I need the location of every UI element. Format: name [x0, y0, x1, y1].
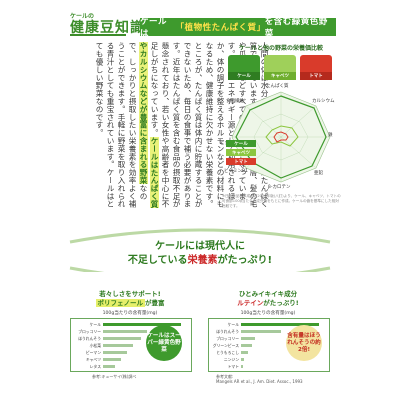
bar-label: ケール — [89, 321, 101, 327]
bar-label: ピーマン — [85, 349, 101, 355]
divider-swoosh — [69, 228, 331, 272]
axis-label: 鉄 — [328, 133, 333, 138]
middle-headline: ケールには現代人に 不足している栄養素がたっぷり! — [118, 240, 282, 268]
bar — [241, 329, 281, 334]
bar — [241, 343, 252, 348]
lutein-callout: 含有量はほうれんそうの約2倍! — [286, 325, 322, 361]
caption-part: がたっぷり! — [263, 299, 299, 307]
axis-label: 食物繊維 — [226, 99, 244, 104]
chart-title: ケールと他の野菜の栄養価比較 — [238, 45, 323, 52]
veg-label: ケール — [228, 72, 260, 80]
bar — [103, 357, 121, 362]
right-panel-caption: ひとみイキイキ成分 ルテインがたっぷり! — [208, 290, 328, 308]
caption-line: 若々しさをサポート! — [99, 290, 161, 298]
radar-spokes — [232, 92, 330, 182]
caption-part: が豊富 — [145, 299, 165, 307]
bar — [241, 357, 244, 362]
bar-chart-title: 100g当たりの含有量(mg) — [102, 311, 158, 316]
headline-emphasis: 栄養素 — [187, 255, 218, 266]
axis-label: β-カロテン — [268, 185, 291, 190]
axis-label: ビタミンB1 — [224, 169, 248, 174]
headline-part: を含む緑黄色野菜 — [264, 17, 328, 39]
paragraph: なので、しっかりと摂取したい栄養素を効率よく補うことができます。手軽に野菜を取り… — [95, 42, 148, 208]
bar-label: ケール — [227, 321, 239, 327]
veg-label: キャベツ — [264, 72, 296, 80]
chart-legend: ケール キャベツ トマト — [226, 140, 256, 167]
radar-chart: たんぱく質 カルシウム 鉄 亜鉛 β-カロテン ビタミンB1 ビタミンC 食物繊… — [220, 82, 340, 192]
reference-note: 参考:キューサイ(株)調べ — [92, 374, 137, 379]
reference-line: Mangels AR et al., J. Am. Diet. Assoc., … — [216, 379, 303, 384]
axis-label: 亜鉛 — [314, 171, 323, 176]
headline-line: ケールには現代人に — [155, 241, 245, 252]
bar — [103, 329, 147, 334]
radar-series-cabbage — [265, 125, 299, 147]
caption-emphasis: ルテイン — [237, 299, 264, 307]
bar — [103, 350, 127, 355]
headline-part: がたっぷり! — [217, 255, 273, 266]
kale-callout: ケールはスーパー緑黄色野菜 — [146, 325, 182, 361]
left-panel-caption: 若々しさをサポート! ポリフェノール が豊富 — [70, 290, 190, 308]
bar-label: ニンジン — [223, 356, 239, 362]
bar-label: ブロッコリー — [78, 328, 101, 334]
caption-emphasis: ポリフェノール — [95, 299, 145, 307]
divider — [70, 34, 126, 36]
bar-chart-title: 100g当たりの含有量(mg) — [240, 311, 296, 316]
bar-label: グリーンピース — [212, 342, 239, 348]
axis-label: カルシウム — [312, 99, 335, 104]
paragraph: ところが、たんぱく質は体内に貯蔵することができないため、毎日の食事で補う必要があ… — [150, 42, 203, 208]
bar — [241, 322, 319, 327]
bar — [103, 364, 115, 369]
caption-line: ルテインがたっぷり! — [208, 299, 328, 308]
bar — [241, 364, 243, 369]
caption-line: ポリフェノール が豊富 — [70, 299, 190, 308]
page-headline: ケールは 「植物性たんぱく質」 を含む緑黄色野菜 — [140, 17, 336, 39]
radar-series-kale — [235, 95, 327, 179]
bar — [103, 343, 133, 348]
bar-label: とうもろこし — [216, 349, 239, 355]
legend-item: トマト — [226, 158, 256, 165]
reference-line: 参考文献: — [216, 374, 234, 379]
headline-part: ケールは — [140, 17, 168, 39]
section-tag-small: ケールの — [70, 13, 95, 20]
caption-line: ひとみイキイキ成分 — [238, 290, 298, 298]
bar — [241, 336, 255, 341]
bar — [103, 336, 141, 341]
bar — [241, 350, 248, 355]
bar-label: キャベツ — [85, 356, 101, 362]
axis-label: たんぱく質 — [266, 84, 289, 89]
section-tag-title: 健康豆知識 — [70, 20, 145, 36]
bar-label: 小松菜 — [89, 342, 101, 348]
bar-label: ほうれんそう — [216, 328, 239, 334]
bar — [103, 322, 181, 327]
headline-line: 不足している栄養素がたっぷり! — [118, 254, 282, 268]
legend-item: ケール — [226, 140, 256, 147]
bar-label: ブロッコリー — [216, 335, 239, 341]
headline-part: 不足している — [127, 255, 188, 266]
bar-label: レタス — [89, 363, 101, 369]
bar-label: トマト — [227, 363, 239, 369]
radar-series-tomato — [273, 131, 289, 143]
legend-item: キャベツ — [226, 149, 256, 156]
chart-footnote: ※日本食品標準成分表2020年版(八訂)より、ケール、キャベツ、トマトの可食部1… — [222, 194, 341, 208]
veg-label: トマト — [300, 72, 332, 80]
reference-note: 参考文献: Mangels AR et al., J. Am. Diet. As… — [216, 374, 303, 384]
bar-label: ほうれんそう — [78, 335, 101, 341]
headline-accent: 「植物性たんぱく質」 — [175, 23, 266, 33]
